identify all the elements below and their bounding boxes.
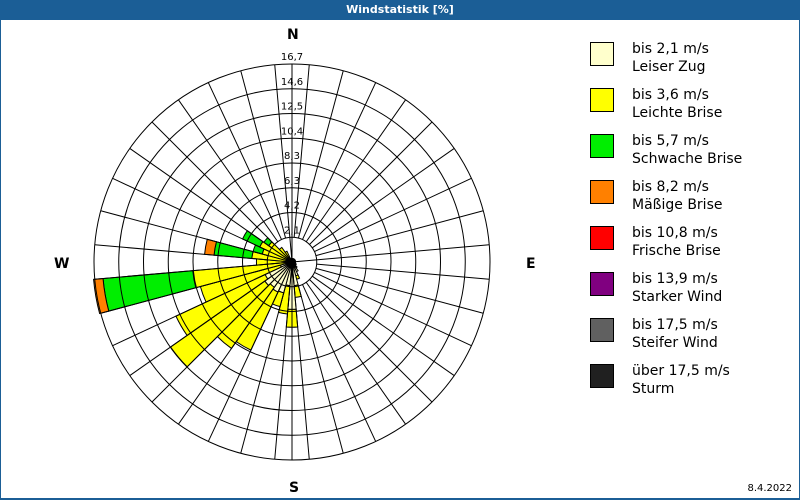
radial-tick-label: 10,4 [281,126,303,137]
legend-name: Sturm [632,381,675,397]
legend-range: bis 3,6 m/s [632,87,709,103]
legend: bis 2,1 m/s Leiser Zug bis 3,6 m/s Leichte… [590,40,790,408]
legend-swatch [590,364,614,388]
compass-east: E [526,256,536,272]
radial-tick-label: 8,3 [284,151,300,162]
legend-name: Mäßige Brise [632,197,723,213]
window-title: Windstatistik [%] [0,0,800,20]
legend-name: Starker Wind [632,289,723,305]
legend-item: bis 5,7 m/s Schwache Brise [590,132,790,178]
legend-swatch [590,318,614,342]
legend-swatch [590,88,614,112]
legend-name: Leiser Zug [632,59,706,75]
legend-swatch [590,272,614,296]
legend-item: bis 10,8 m/s Frische Brise [590,224,790,270]
legend-item: bis 13,9 m/s Starker Wind [590,270,790,316]
legend-name: Frische Brise [632,243,721,259]
compass-north: N [287,27,299,43]
legend-name: Schwache Brise [632,151,743,167]
legend-range: bis 2,1 m/s [632,41,709,57]
bottom-border [0,498,800,500]
legend-swatch [590,180,614,204]
radial-tick-label: 2,1 [284,225,300,236]
legend-swatch [590,134,614,158]
date-label: 8.4.2022 [747,483,792,494]
radial-tick-label: 4,2 [284,201,300,212]
legend-item: bis 17,5 m/s Steifer Wind [590,316,790,362]
compass-west: W [54,256,70,272]
legend-item: bis 2,1 m/s Leiser Zug [590,40,790,86]
radial-tick-label: 6,3 [284,176,300,187]
legend-range: bis 13,9 m/s [632,271,718,287]
radial-tick-label: 14,6 [281,77,303,88]
legend-name: Steifer Wind [632,335,718,351]
radial-tick-label: 16,7 [281,52,303,63]
legend-name: Leichte Brise [632,105,723,121]
legend-swatch [590,226,614,250]
legend-range: bis 17,5 m/s [632,317,718,333]
legend-item: bis 8,2 m/s Mäßige Brise [590,178,790,224]
legend-range: über 17,5 m/s [632,363,730,379]
legend-range: bis 8,2 m/s [632,179,709,195]
legend-range: bis 10,8 m/s [632,225,718,241]
legend-swatch [590,42,614,66]
compass-south: S [289,480,300,496]
wind-bar [93,277,110,315]
legend-item: bis 3,6 m/s Leichte Brise [590,86,790,132]
legend-item: über 17,5 m/s Sturm [590,362,790,408]
radial-tick-label: 12,5 [281,102,303,113]
legend-range: bis 5,7 m/s [632,133,709,149]
